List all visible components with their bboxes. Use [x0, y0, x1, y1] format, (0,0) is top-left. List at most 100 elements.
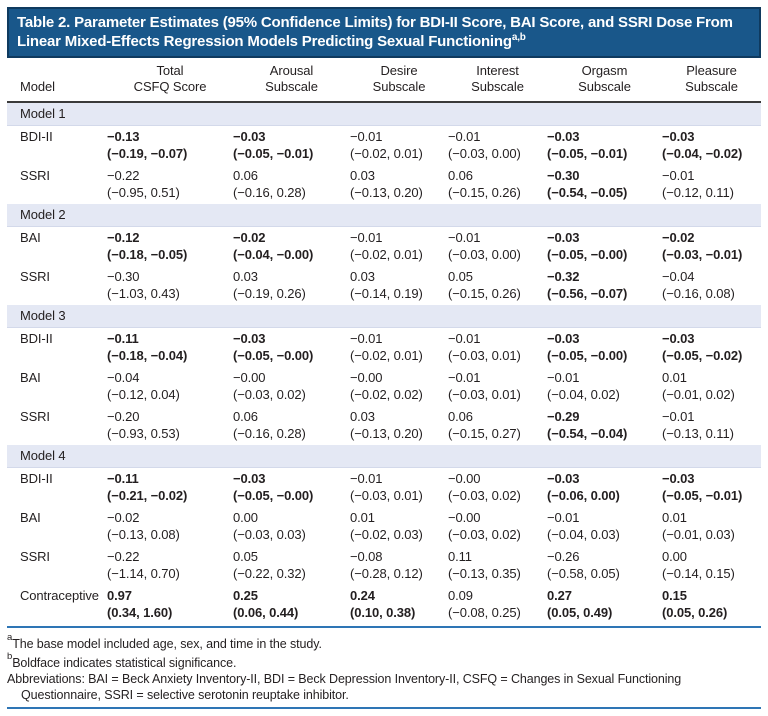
parameter-row: SSRI −0.22 (−0.95, 0.51) 0.06 (−0.16, 0.28) 0… [7, 165, 761, 204]
estimate-cell: −0.11 (−0.21, −0.02) [107, 468, 233, 508]
confidence-interval: (−0.13, 0.20) [350, 185, 423, 200]
estimate-value: −0.03 [547, 230, 580, 245]
estimate-value: 0.27 [547, 588, 572, 603]
confidence-interval: (−0.05, −0.01) [662, 488, 743, 503]
row-label: Contraceptive [20, 588, 99, 603]
estimate-value: −0.03 [662, 471, 695, 486]
parameter-row: BDI-II −0.11 (−0.21, −0.02) −0.03 (−0.05, −0… [7, 468, 761, 508]
estimate-value: −0.01 [448, 331, 481, 346]
estimate-value: 0.11 [448, 549, 472, 564]
estimate-cell: −0.01 (−0.02, 0.01) [350, 126, 448, 166]
table-body: Model 1 BDI-II −0.13 (−0.19, −0.07) −0.03 (−0… [7, 102, 761, 624]
confidence-interval: (−0.15, 0.26) [448, 185, 521, 200]
row-label: BAI [20, 230, 41, 245]
model-group-header: Model 3 [7, 305, 761, 328]
confidence-interval: (−0.19, 0.26) [233, 286, 306, 301]
footnotes: aThe base model included age, sex, and t… [7, 626, 761, 703]
estimate-cell: 0.97 (0.34, 1.60) [107, 585, 233, 624]
estimate-value: −0.03 [233, 331, 266, 346]
confidence-interval: (−0.03, 0.01) [448, 387, 521, 402]
confidence-interval: (−0.03, 0.02) [233, 387, 306, 402]
confidence-interval: (−0.21, −0.02) [107, 488, 188, 503]
estimate-cell: 0.03 (−0.14, 0.19) [350, 266, 448, 305]
column-header-model: Model [7, 58, 107, 103]
estimate-cell: −0.00 (−0.03, 0.02) [448, 507, 547, 546]
estimate-cell: −0.00 (−0.03, 0.02) [448, 468, 547, 508]
parameter-row: BAI −0.04 (−0.12, 0.04) −0.00 (−0.03, 0.02) −… [7, 367, 761, 406]
estimate-value: −0.03 [547, 471, 580, 486]
confidence-interval: (0.05, 0.26) [662, 605, 728, 620]
confidence-interval: (−0.16, 0.28) [233, 426, 306, 441]
parameter-row: Contraceptive 0.97 (0.34, 1.60) 0.25 (0.06, … [7, 585, 761, 624]
confidence-interval: (−0.03, 0.00) [448, 247, 521, 262]
estimate-cell: 0.03 (−0.19, 0.26) [233, 266, 350, 305]
estimate-cell: −0.01 (−0.03, 0.01) [448, 328, 547, 368]
estimate-cell: 0.06 (−0.15, 0.26) [448, 165, 547, 204]
confidence-interval: (−0.15, 0.26) [448, 286, 521, 301]
estimate-value: 0.25 [233, 588, 258, 603]
estimate-cell: −0.03 (−0.05, −0.00) [233, 328, 350, 368]
header-row: Model Total CSFQ Score Arousal Subscale De… [7, 58, 761, 103]
estimate-value: −0.01 [662, 409, 695, 424]
estimate-value: −0.01 [662, 168, 695, 183]
row-label: BAI [20, 510, 41, 525]
estimate-cell: −0.03 (−0.06, 0.00) [547, 468, 662, 508]
estimate-value: −0.12 [107, 230, 140, 245]
footnote-a-text: The base model included age, sex, and ti… [12, 637, 322, 652]
parameter-row: BAI −0.02 (−0.13, 0.08) 0.00 (−0.03, 0.03) 0.… [7, 507, 761, 546]
estimate-value: −0.30 [107, 269, 140, 284]
estimate-value: −0.04 [662, 269, 695, 284]
estimate-cell: −0.30 (−0.54, −0.05) [547, 165, 662, 204]
confidence-interval: (−1.03, 0.43) [107, 286, 180, 301]
confidence-interval: (−0.56, −0.07) [547, 286, 628, 301]
estimate-value: −0.22 [107, 168, 140, 183]
estimate-cell: 0.11 (−0.13, 0.35) [448, 546, 547, 585]
estimate-value: 0.05 [448, 269, 473, 284]
estimate-cell: 0.01 (−0.02, 0.03) [350, 507, 448, 546]
confidence-interval: (−0.02, 0.02) [350, 387, 423, 402]
estimate-value: −0.03 [662, 331, 695, 346]
confidence-interval: (−0.02, 0.01) [350, 348, 423, 363]
estimate-cell: 0.01 (−0.01, 0.03) [662, 507, 761, 546]
estimate-cell: −0.01 (−0.12, 0.11) [662, 165, 761, 204]
estimate-value: 0.15 [662, 588, 687, 603]
estimate-cell: −0.03 (−0.05, −0.01) [547, 126, 662, 166]
model-group-label: Model 2 [7, 204, 761, 227]
confidence-interval: (−0.13, 0.20) [350, 426, 423, 441]
confidence-interval: (−0.01, 0.02) [662, 387, 735, 402]
estimate-cell: −0.20 (−0.93, 0.53) [107, 406, 233, 445]
confidence-interval: (−0.03, 0.01) [448, 348, 521, 363]
estimate-value: −0.00 [448, 510, 481, 525]
confidence-interval: (−0.02, 0.01) [350, 247, 423, 262]
confidence-interval: (−0.14, 0.15) [662, 566, 735, 581]
confidence-interval: (−0.54, −0.05) [547, 185, 628, 200]
estimate-cell: −0.08 (−0.28, 0.12) [350, 546, 448, 585]
estimate-value: −0.20 [107, 409, 140, 424]
estimate-cell: −0.03 (−0.04, −0.02) [662, 126, 761, 166]
confidence-interval: (−0.93, 0.53) [107, 426, 180, 441]
estimate-value: 0.01 [662, 510, 687, 525]
confidence-interval: (−0.03, 0.00) [448, 146, 521, 161]
estimate-value: 0.00 [662, 549, 687, 564]
estimate-cell: −0.01 (−0.04, 0.02) [547, 367, 662, 406]
estimate-cell: 0.24 (0.10, 0.38) [350, 585, 448, 624]
estimate-value: −0.01 [350, 331, 383, 346]
estimate-cell: −0.29 (−0.54, −0.04) [547, 406, 662, 445]
estimate-value: 0.97 [107, 588, 132, 603]
confidence-interval: (−0.54, −0.04) [547, 426, 628, 441]
estimate-value: 0.06 [233, 409, 258, 424]
parameter-row: SSRI −0.30 (−1.03, 0.43) 0.03 (−0.19, 0.26) 0… [7, 266, 761, 305]
confidence-interval: (−0.03, 0.03) [233, 527, 306, 542]
bottom-rule [7, 707, 761, 710]
estimate-value: 0.03 [233, 269, 258, 284]
parameter-row: SSRI −0.22 (−1.14, 0.70) 0.05 (−0.22, 0.32) −… [7, 546, 761, 585]
estimate-cell: 0.06 (−0.15, 0.27) [448, 406, 547, 445]
confidence-interval: (−1.14, 0.70) [107, 566, 180, 581]
estimate-cell: 0.00 (−0.03, 0.03) [233, 507, 350, 546]
estimate-value: −0.01 [547, 510, 580, 525]
row-label: BDI-II [20, 331, 53, 346]
estimate-cell: −0.30 (−1.03, 0.43) [107, 266, 233, 305]
confidence-interval: (−0.05, −0.00) [547, 348, 628, 363]
confidence-interval: (−0.03, 0.02) [448, 527, 521, 542]
row-label: BDI-II [20, 129, 53, 144]
